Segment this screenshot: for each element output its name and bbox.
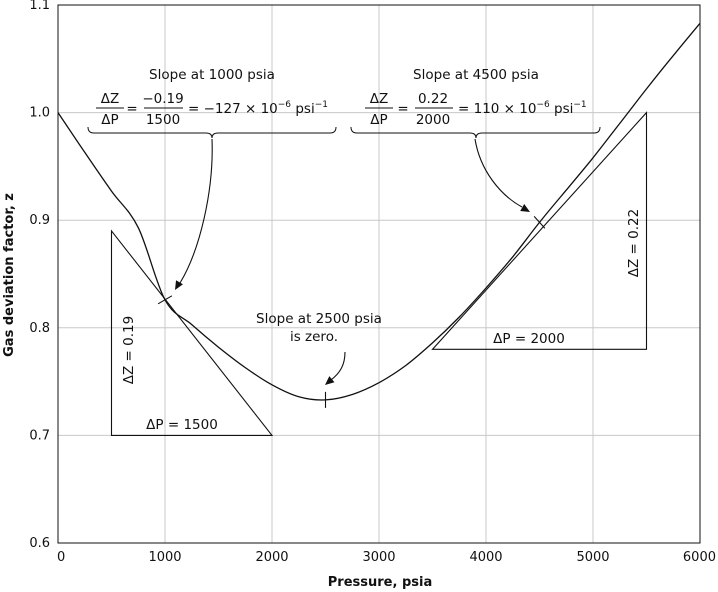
x-tick-label: 5000 — [576, 550, 609, 565]
x-tick-label: 6000 — [683, 550, 716, 565]
slope-4500-result: = 110 × 10−6 psi−1 — [458, 100, 587, 117]
dp-4500-label: ΔP = 2000 — [493, 331, 565, 347]
dp-1000-label: ΔP = 1500 — [146, 417, 218, 433]
slope-1000-title: Slope at 1000 psia — [149, 67, 275, 83]
tangent-point-marks — [157, 216, 546, 408]
y-tick-label: 0.8 — [29, 321, 50, 336]
slope-triangles — [110, 111, 648, 436]
arrow-2500-head — [325, 376, 335, 385]
slope-4500-lhs-num: ΔZ — [370, 91, 388, 107]
arrow-4500-head — [520, 204, 530, 212]
plot-frame — [57, 4, 701, 544]
slope-1000-eq: = — [126, 101, 137, 117]
x-tick-label: 1000 — [148, 550, 181, 565]
tick-labels: 0 1000 2000 3000 4000 5000 6000 0.6 0.7 0.8 0.9 1.0… — [29, 0, 716, 565]
y-tick-label: 0.9 — [29, 213, 50, 228]
slope-4500-lhs-den: ΔP — [370, 112, 387, 128]
slope-1000-annotation: Slope at 1000 psia ΔZ ΔP = −0.19 1500 = … — [87, 67, 337, 139]
slope-1000-lhs-num: ΔZ — [101, 91, 119, 107]
triangle-1000 — [110, 229, 274, 436]
slope-1000-den: 1500 — [146, 112, 180, 128]
x-tick-label: 0 — [57, 550, 65, 565]
y-tick-label: 0.7 — [29, 428, 50, 443]
slope-1000-num: −0.19 — [142, 91, 183, 107]
y-tick-label: 0.6 — [29, 536, 50, 551]
slope-4500-eq: = — [397, 101, 408, 117]
slope-4500-den: 2000 — [416, 112, 450, 128]
slope-1000-result: = −127 × 10−6 psi−1 — [188, 100, 328, 117]
dz-1000-label: ΔZ = 0.19 — [121, 316, 137, 384]
x-tick-label: 4000 — [469, 550, 502, 565]
slope-4500-num: 0.22 — [418, 91, 448, 107]
y-axis-title: Gas deviation factor, z — [2, 193, 17, 357]
slope-2500-line1: Slope at 2500 psia — [256, 311, 382, 327]
y-tick-label: 1.0 — [29, 106, 50, 121]
tangent-mark-4500 — [533, 216, 546, 229]
slope-2500-line2: is zero. — [290, 329, 338, 345]
arrow-4500-shaft — [474, 138, 523, 208]
slope-4500-brace — [350, 126, 601, 139]
dz-4500-label: ΔZ = 0.22 — [626, 209, 642, 277]
tangent-mark-1000 — [157, 295, 173, 305]
y-tick-label: 1.1 — [29, 0, 50, 13]
slope-1000-brace — [87, 126, 337, 139]
x-tick-label: 3000 — [362, 550, 395, 565]
x-tick-label: 2000 — [255, 550, 288, 565]
slope-4500-title: Slope at 4500 psia — [413, 67, 539, 83]
slope-1000-lhs-den: ΔP — [101, 112, 118, 128]
arrow-1000-head — [175, 280, 183, 290]
slope-4500-annotation: Slope at 4500 psia ΔZ ΔP = 0.22 2000 = 1… — [350, 67, 601, 139]
arrow-1000-shaft — [179, 138, 213, 284]
annotation-arrows — [175, 138, 530, 385]
triangle-4500 — [431, 111, 648, 350]
arrow-2500-shaft — [330, 351, 346, 381]
x-axis-title: Pressure, psia — [328, 575, 432, 590]
